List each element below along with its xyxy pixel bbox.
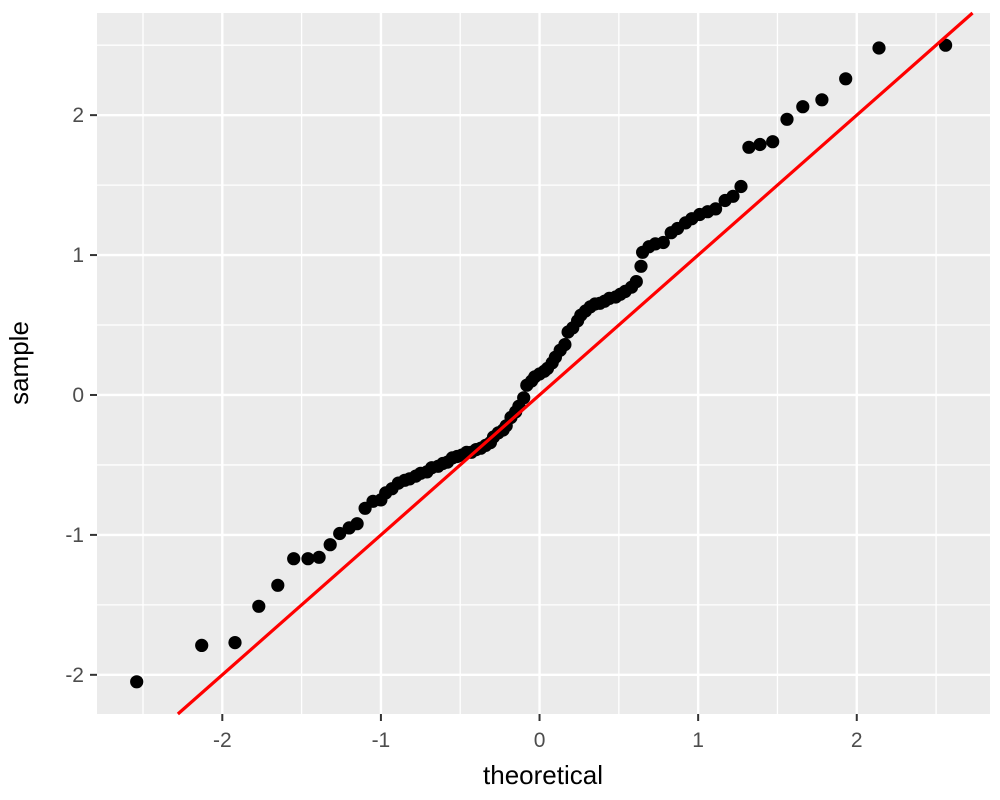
data-point	[796, 100, 810, 114]
data-point	[228, 636, 242, 650]
qq-line	[176, 11, 974, 716]
data-point	[629, 275, 643, 289]
x-axis-title: theoretical	[483, 760, 603, 790]
data-point	[323, 538, 337, 552]
data-point	[780, 112, 794, 126]
data-point	[753, 137, 767, 152]
x-tick-label: 2	[851, 729, 863, 752]
x-tick-label: 0	[534, 729, 546, 752]
y-tick-label: 0	[72, 384, 84, 407]
x-tick-label: 1	[692, 729, 704, 752]
data-point	[634, 259, 648, 273]
data-point	[939, 38, 953, 52]
y-tick-label: 2	[72, 104, 84, 127]
data-point	[287, 552, 301, 566]
y-tick-label: -2	[65, 664, 84, 687]
y-tick-label: 1	[72, 244, 84, 267]
axis-tick-labels: -2 -1 0 1 2 -2 -1 0 1 2	[65, 104, 862, 752]
minor-gridlines	[97, 13, 990, 714]
data-point	[350, 517, 364, 531]
data-point	[839, 72, 853, 86]
data-point	[333, 526, 347, 541]
axis-ticks	[90, 114, 858, 721]
data-point	[709, 202, 723, 216]
data-points	[130, 38, 953, 689]
data-point	[312, 550, 326, 564]
x-tick-label: -2	[213, 729, 232, 752]
data-point	[734, 179, 748, 194]
data-point	[517, 391, 531, 405]
data-point	[726, 189, 740, 203]
data-point	[656, 235, 670, 250]
data-point	[252, 599, 266, 613]
data-point	[766, 135, 780, 149]
data-point	[815, 93, 829, 107]
qq-reference-line	[176, 11, 974, 716]
data-point	[271, 578, 285, 592]
data-point	[195, 638, 209, 653]
data-point	[558, 338, 572, 352]
y-tick-label: -1	[65, 524, 84, 547]
x-tick-label: -1	[372, 729, 391, 752]
data-point	[301, 552, 315, 566]
y-axis-title: sample	[4, 321, 34, 405]
data-point	[872, 41, 886, 55]
major-gridlines	[97, 13, 990, 714]
data-point	[130, 675, 144, 689]
data-point	[742, 140, 756, 154]
